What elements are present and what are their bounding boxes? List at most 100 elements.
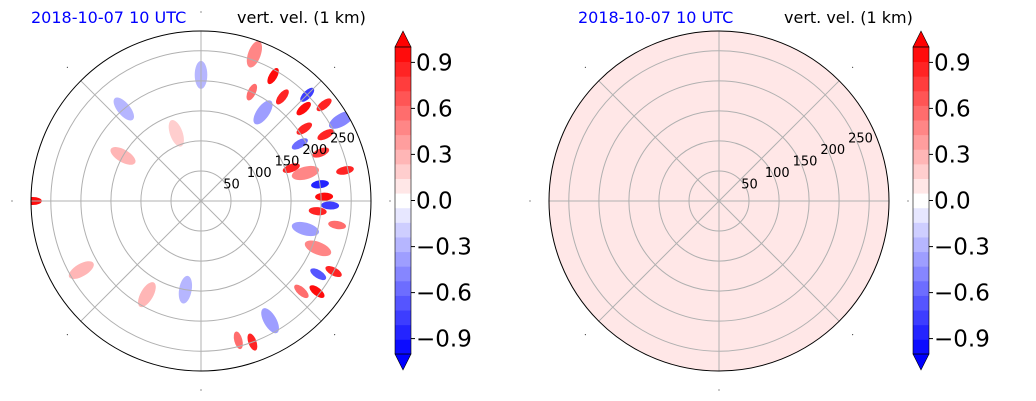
colorbar-band bbox=[913, 120, 929, 136]
colorbar-extend-max bbox=[912, 30, 930, 48]
colorbar-band bbox=[913, 266, 929, 282]
polar-border bbox=[30, 30, 372, 372]
colorbar-band bbox=[913, 76, 929, 92]
left-panel: 2018-10-07 10 UTC vert. vel. (1 km) 50 10… bbox=[11, 8, 472, 391]
polar-border bbox=[548, 30, 890, 372]
colorbar-tick-label: 0.0 bbox=[416, 189, 453, 215]
field-cell bbox=[291, 165, 320, 181]
colorbar-band bbox=[913, 310, 929, 326]
left-variable-label: vert. vel. (1 km) bbox=[237, 8, 366, 27]
right-date-label: 2018-10-07 10 UTC bbox=[578, 8, 734, 27]
colorbar-band bbox=[395, 61, 411, 77]
colorbar-tick-label: −0.3 bbox=[934, 235, 990, 261]
field-cell bbox=[291, 221, 320, 237]
outer-tick-dot bbox=[334, 66, 336, 68]
colorbar-band bbox=[913, 178, 929, 194]
colorbar-band bbox=[913, 149, 929, 165]
field-cells bbox=[31, 40, 355, 351]
radial-tick-label-200: 200 bbox=[302, 143, 327, 158]
colorbar-band bbox=[913, 251, 929, 267]
colorbar-band bbox=[395, 339, 411, 355]
colorbar-tick-label: 0.3 bbox=[934, 142, 971, 168]
azimuth-line-135 bbox=[718, 200, 840, 322]
outer-tick-dot bbox=[11, 200, 13, 202]
colorbar-tick-label: −0.9 bbox=[934, 327, 990, 353]
colorbar-band bbox=[913, 339, 929, 355]
radial-tick-label-50: 50 bbox=[223, 177, 240, 192]
colorbar-tick-label: 0.0 bbox=[934, 189, 971, 215]
colorbar-band bbox=[913, 324, 929, 340]
colorbar-band bbox=[913, 134, 929, 150]
field-cell bbox=[316, 98, 332, 112]
colorbar-band bbox=[913, 163, 929, 179]
colorbar-band bbox=[395, 251, 411, 267]
outer-tick-dot bbox=[529, 200, 531, 202]
field-cell bbox=[321, 201, 340, 210]
azimuth-line-315 bbox=[598, 80, 720, 202]
colorbar-band bbox=[395, 76, 411, 92]
right-variable-label: vert. vel. (1 km) bbox=[784, 8, 913, 27]
radial-tick-label-100: 100 bbox=[765, 166, 790, 181]
outer-tick-dot bbox=[66, 334, 68, 336]
colorbar-extend-min bbox=[912, 353, 930, 371]
field-cell bbox=[233, 331, 243, 350]
colorbar-tick-label: 0.6 bbox=[934, 96, 971, 122]
colorbar-band bbox=[395, 149, 411, 165]
colorbar-band bbox=[913, 280, 929, 296]
azimuth-line-225 bbox=[598, 200, 720, 322]
field-cell bbox=[168, 119, 184, 147]
field-cell bbox=[246, 40, 263, 68]
field-cell bbox=[312, 147, 330, 158]
outer-tick-dot bbox=[907, 200, 909, 202]
colorbar-band bbox=[913, 61, 929, 77]
outer-tick-dot bbox=[584, 334, 586, 336]
radial-tick-label-250: 250 bbox=[330, 131, 355, 146]
colorbar-tick-label: 0.9 bbox=[934, 50, 971, 76]
colorbar-band bbox=[913, 193, 929, 209]
colorbar-band bbox=[395, 90, 411, 106]
field-cell bbox=[296, 101, 311, 116]
outer-tick-dot bbox=[718, 389, 720, 391]
outer-tick-dot bbox=[718, 11, 720, 13]
colorbar-band bbox=[395, 324, 411, 340]
radial-tick-label-150: 150 bbox=[793, 154, 818, 169]
colorbar-band bbox=[395, 105, 411, 121]
radial-tick-label-200: 200 bbox=[820, 143, 845, 158]
colorbar-band bbox=[913, 90, 929, 106]
colorbar-band bbox=[395, 295, 411, 311]
colorbar-tick-label: −0.9 bbox=[416, 327, 472, 353]
field-cell bbox=[261, 308, 279, 334]
radial-tick-label-50: 50 bbox=[741, 177, 758, 192]
colorbar-tick-label: −0.6 bbox=[416, 281, 472, 307]
field-cell bbox=[282, 163, 300, 173]
colorbar-tick-label: −0.3 bbox=[416, 235, 472, 261]
colorbar-tick-label: 0.3 bbox=[416, 142, 453, 168]
colorbar-band bbox=[395, 193, 411, 209]
colorbar-band bbox=[913, 207, 929, 223]
outer-tick-dot bbox=[852, 66, 854, 68]
field-cell bbox=[309, 285, 325, 298]
field-cell bbox=[267, 68, 279, 85]
radial-tick-label-100: 100 bbox=[247, 166, 272, 181]
azimuth-line-135 bbox=[200, 200, 322, 322]
field-cell bbox=[308, 207, 327, 216]
field-cell bbox=[294, 284, 309, 299]
azimuth-line-225 bbox=[80, 200, 202, 322]
colorbar-extend-min bbox=[394, 353, 412, 371]
colorbar-band bbox=[395, 47, 411, 63]
field-cell bbox=[68, 261, 94, 279]
colorbar-band bbox=[395, 178, 411, 194]
field-cell bbox=[317, 129, 334, 141]
outer-tick-dot bbox=[584, 66, 586, 68]
colorbar-band bbox=[395, 134, 411, 150]
field-cell bbox=[328, 220, 346, 230]
field-cell bbox=[296, 122, 313, 135]
field-cell bbox=[304, 240, 332, 257]
colorbar-tick-label: −0.6 bbox=[934, 281, 990, 307]
outer-tick-dot bbox=[200, 389, 202, 391]
field-cell bbox=[276, 89, 289, 105]
outer-tick-dot bbox=[66, 66, 68, 68]
colorbar-band bbox=[395, 207, 411, 223]
colorbar-tick-label: 0.6 bbox=[416, 96, 453, 122]
